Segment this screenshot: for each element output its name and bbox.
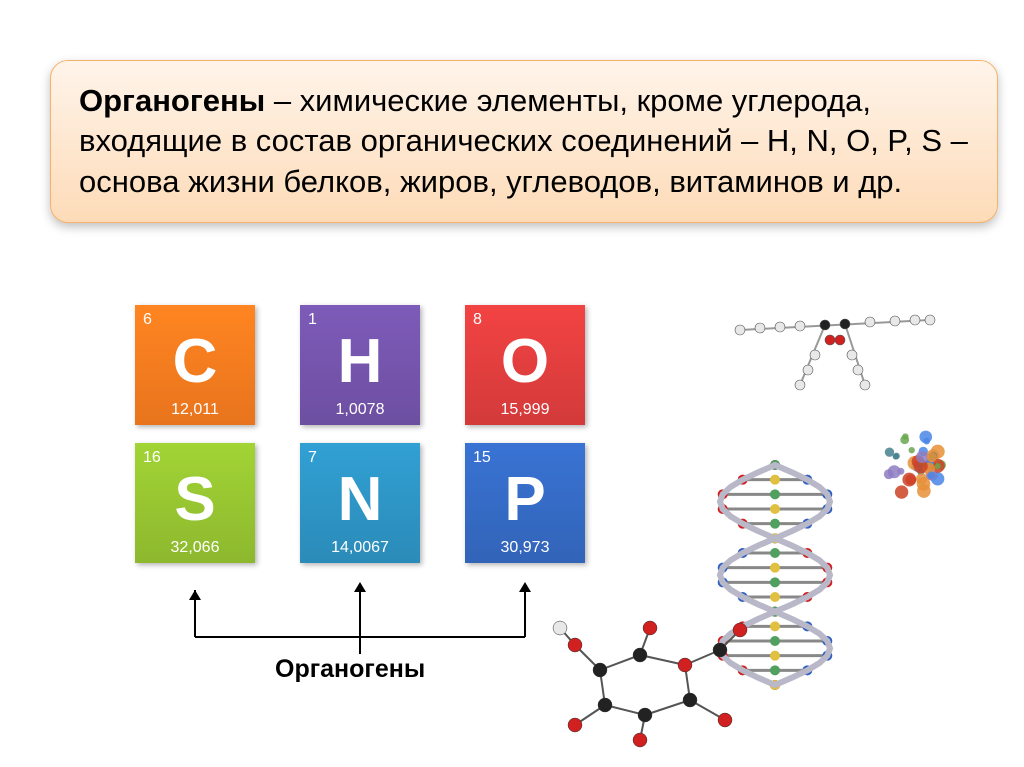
element-symbol: N [338,464,383,535]
atomic-mass: 30,973 [465,539,585,557]
protein-molecule-icon [850,400,990,530]
bracket-connector [135,582,595,662]
atomic-number: 8 [473,311,482,329]
atomic-number: 16 [143,449,161,467]
element-tile-N: 7 N 14,0067 [300,443,420,563]
element-symbol: O [501,326,549,397]
atomic-number: 15 [473,449,491,467]
definition-term: Органогены [79,83,265,118]
bracket-label: Органогены [275,655,425,684]
element-tile-C: 6 C 12,011 [135,305,255,425]
sugar-molecule-icon [530,620,750,750]
elements-grid: 6 C 12,011 1 H 1,0078 8 O 15,999 16 S 32,066 7 N 14,00… [135,305,585,563]
element-symbol: C [173,326,218,397]
element-symbol: H [338,326,383,397]
element-tile-P: 15 P 30,973 [465,443,585,563]
definition-box: Органогены – химические элементы, кроме … [50,60,998,223]
atomic-mass: 15,999 [465,401,585,419]
atomic-number: 1 [308,311,317,329]
element-tile-H: 1 H 1,0078 [300,305,420,425]
atomic-mass: 1,0078 [300,401,420,419]
atomic-mass: 12,011 [135,401,255,419]
atomic-mass: 14,0067 [300,539,420,557]
atomic-number: 7 [308,449,317,467]
element-symbol: P [504,464,545,535]
element-tile-O: 8 O 15,999 [465,305,585,425]
element-symbol: S [174,464,215,535]
element-tile-S: 16 S 32,066 [135,443,255,563]
atomic-number: 6 [143,311,152,329]
lipid-molecule-icon [730,300,950,400]
atomic-mass: 32,066 [135,539,255,557]
